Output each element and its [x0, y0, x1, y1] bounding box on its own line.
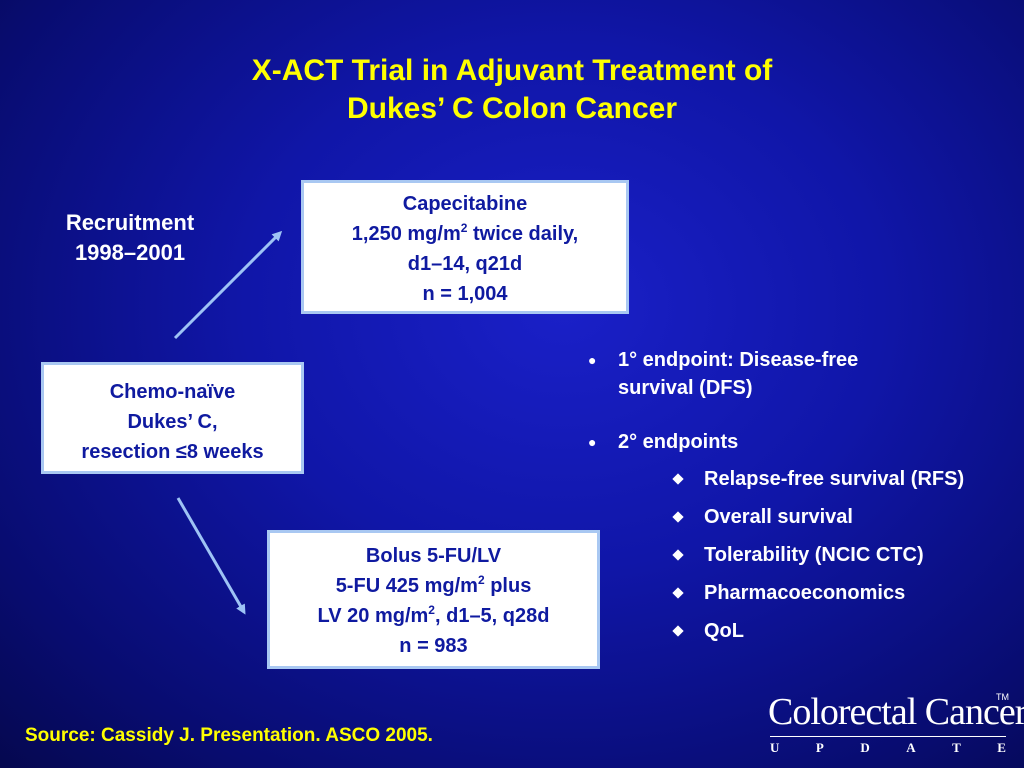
diamond-bullet-icon	[672, 549, 684, 561]
recruitment-years: 1998–2001	[74, 240, 186, 265]
logo-trademark: TM	[996, 692, 1009, 702]
list-item: Relapse-free survival (RFS)	[618, 466, 1010, 492]
colorectal-cancer-update-logo: Colorectal Cancer TM U P D A T E	[762, 690, 1024, 760]
secondary-endpoints-list: Relapse-free survival (RFS) Overall surv…	[618, 466, 1010, 644]
list-item: Overall survival	[618, 504, 1010, 530]
recruitment-label: Recruitment 1998–2001	[30, 208, 230, 268]
eligibility-chemo-naive: Chemo-naïve	[109, 381, 236, 403]
capecitabine-n: n = 1,004	[422, 283, 508, 305]
slide-title-line-2: Dukes’ C Colon Cancer	[346, 92, 678, 125]
bullet-dot-icon: ●	[588, 434, 597, 450]
bolus-5fu-dose-plus: plus	[484, 575, 532, 597]
capecitabine-schedule: d1–14, q21d	[407, 253, 523, 275]
eligibility-box: Chemo-naïve Dukes’ C, resection ≤8 weeks	[41, 362, 304, 474]
diamond-bullet-icon	[672, 511, 684, 523]
endpoints-list: ● 1° endpoint: Disease-free survival (DF…	[580, 346, 1010, 656]
bolus-lv-dose-text: LV 20 mg/m	[317, 605, 429, 627]
bolus-5fu-dose-text: 5-FU 425 mg/m	[335, 575, 478, 597]
logo-name: Colorectal Cancer	[768, 691, 1024, 733]
diamond-bullet-icon	[672, 587, 684, 599]
logo-subtitle-letter: T	[952, 740, 961, 755]
secondary-endpoint-qol: QoL	[704, 620, 744, 642]
secondary-endpoints-label: 2° endpoints	[618, 431, 739, 453]
capecitabine-dose: 1,250 mg/m2 twice daily,	[304, 219, 626, 249]
logo-subtitle-letter: E	[997, 740, 1006, 755]
bolus-drug: Bolus 5-FU/LV	[365, 545, 502, 567]
secondary-endpoint-os: Overall survival	[704, 506, 853, 528]
bullet-dot-icon: ●	[588, 352, 597, 368]
bolus-5fu-dose: 5-FU 425 mg/m2 plus	[270, 571, 597, 601]
bolus-5fu-dose-superscript: 2	[477, 573, 485, 587]
secondary-endpoints: ● 2° endpoints Relapse-free survival (RF…	[580, 428, 1010, 644]
arrow-to-bolus	[176, 497, 246, 615]
eligibility-dukes-c: Dukes’ C,	[127, 411, 218, 433]
bolus-5fu-lv-arm-box: Bolus 5-FU/LV 5-FU 425 mg/m2 plus LV 20 …	[267, 530, 600, 669]
capecitabine-dose-superscript: 2	[460, 221, 468, 235]
diamond-bullet-icon	[672, 473, 684, 485]
secondary-endpoint-rfs: Relapse-free survival (RFS)	[704, 468, 965, 490]
secondary-endpoint-pharmacoeconomics: Pharmacoeconomics	[704, 582, 906, 604]
primary-endpoint-line-1: 1° endpoint: Disease-free	[618, 349, 859, 371]
slide-title: X-ACT Trial in Adjuvant Treatment of Duk…	[0, 52, 1024, 128]
list-item: Pharmacoeconomics	[618, 580, 1010, 606]
logo-subtitle-letter: D	[860, 740, 870, 755]
capecitabine-dose-text: 1,250 mg/m	[351, 223, 461, 245]
diamond-bullet-icon	[672, 625, 684, 637]
logo-divider	[770, 736, 1006, 737]
primary-endpoint-line-2: survival (DFS)	[618, 377, 753, 399]
recruitment-text: Recruitment	[65, 210, 195, 235]
slide-title-line-1: X-ACT Trial in Adjuvant Treatment of	[251, 54, 773, 87]
primary-endpoint: ● 1° endpoint: Disease-free survival (DF…	[580, 346, 1010, 402]
logo-subtitle-letter: U	[770, 740, 780, 755]
bolus-lv-dose-superscript: 2	[428, 603, 435, 617]
bolus-lv-dose: LV 20 mg/m2, d1–5, q28d	[270, 601, 597, 631]
capecitabine-drug: Capecitabine	[402, 193, 528, 215]
list-item: QoL	[618, 618, 1010, 644]
capecitabine-arm-box: Capecitabine 1,250 mg/m2 twice daily, d1…	[301, 180, 629, 314]
logo-subtitle: U P D A T E	[770, 740, 1006, 756]
capecitabine-dose-frequency: twice daily,	[467, 223, 579, 245]
secondary-endpoint-tolerability: Tolerability (NCIC CTC)	[704, 544, 924, 566]
eligibility-resection: resection ≤8 weeks	[81, 441, 264, 463]
logo-subtitle-letter: A	[906, 740, 916, 755]
bolus-lv-schedule: , d1–5, q28d	[434, 605, 550, 627]
list-item: Tolerability (NCIC CTC)	[618, 542, 1010, 568]
source-citation: Source: Cassidy J. Presentation. ASCO 20…	[25, 725, 433, 746]
logo-subtitle-letter: P	[815, 740, 824, 755]
bolus-n: n = 983	[399, 635, 468, 657]
